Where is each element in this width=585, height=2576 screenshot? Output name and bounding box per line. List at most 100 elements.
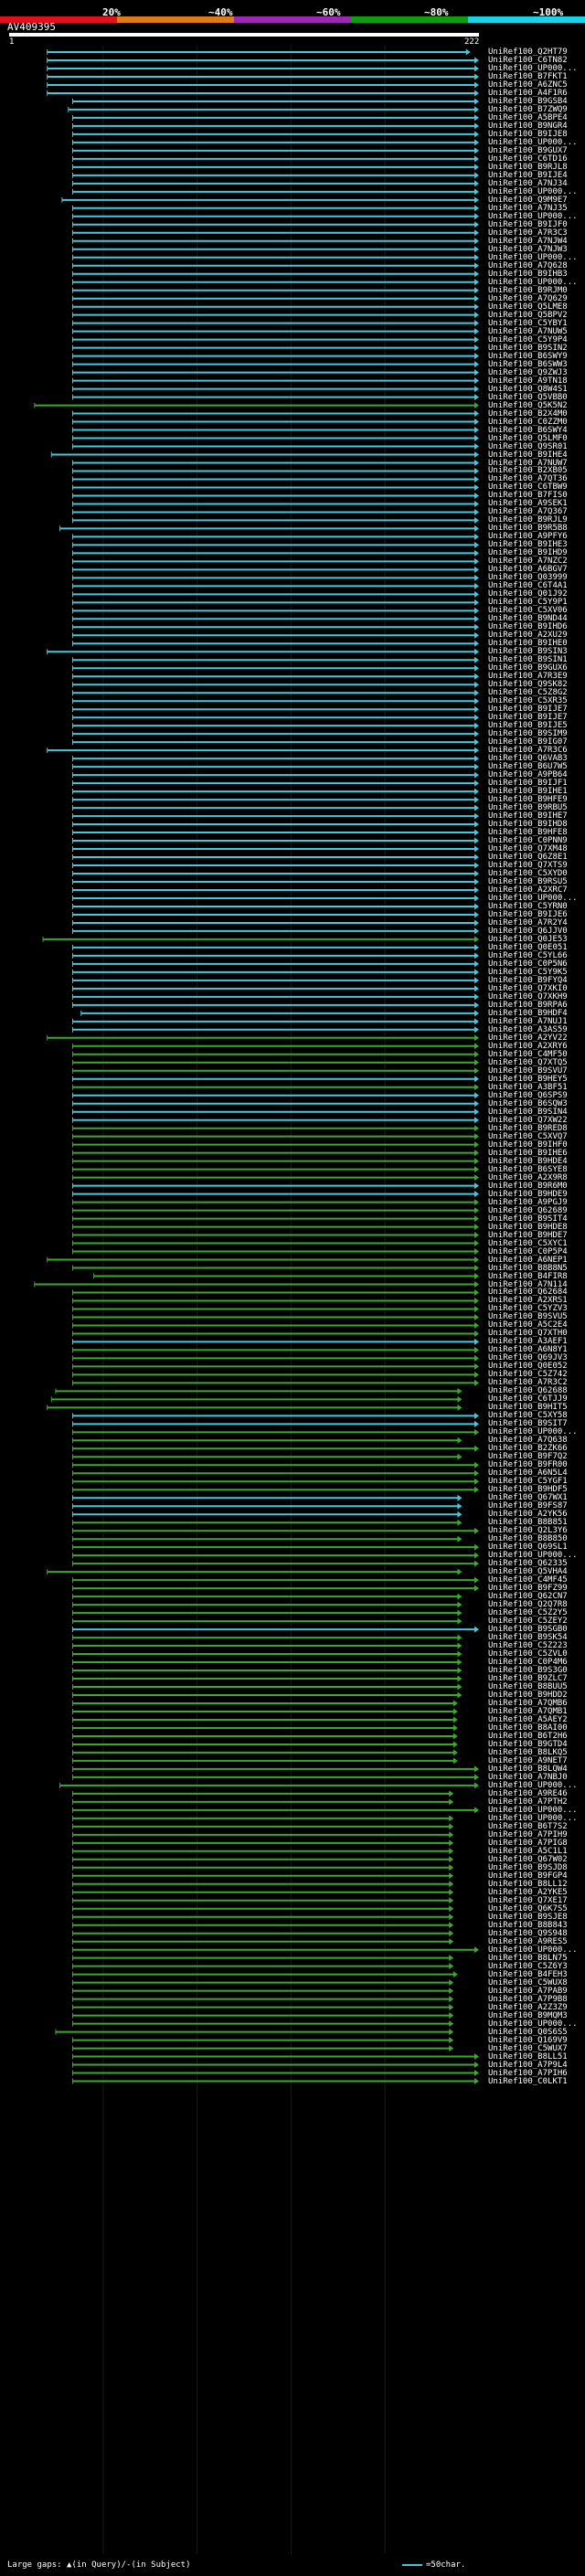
alignment-row[interactable]: [71, 1807, 479, 1814]
hit-label[interactable]: UniRef100_B8B8N5: [488, 1263, 568, 1273]
hit-label[interactable]: UniRef100_Q5K5N2: [488, 400, 568, 410]
hit-label[interactable]: UniRef100_C5XVQ7: [488, 1131, 568, 1141]
hit-label[interactable]: UniRef100_Q69JV3: [488, 1353, 568, 1363]
hit-label[interactable]: UniRef100_B9RJL8: [488, 162, 568, 172]
hit-label[interactable]: UniRef100_B9SVU5: [488, 1312, 568, 1322]
alignment-row[interactable]: [71, 139, 479, 146]
hit-label[interactable]: UniRef100_B9FR00: [488, 1460, 568, 1470]
hit-label[interactable]: UniRef100_UP000...: [488, 252, 578, 262]
hit-label[interactable]: UniRef100_Q7XKH9: [488, 991, 568, 1002]
alignment-row[interactable]: [71, 221, 479, 228]
alignment-row[interactable]: [71, 1117, 479, 1124]
alignment-row[interactable]: [71, 730, 479, 737]
hit-label[interactable]: UniRef100_B8LQW4: [488, 1764, 568, 1774]
hit-label[interactable]: UniRef100_UP000...: [488, 893, 578, 903]
alignment-row[interactable]: [71, 1199, 479, 1206]
hit-label[interactable]: UniRef100_B9S3G0: [488, 1666, 568, 1676]
alignment-row[interactable]: [71, 1313, 479, 1320]
alignment-row[interactable]: [71, 1330, 479, 1337]
hit-label[interactable]: UniRef100_B9FZ99: [488, 1584, 568, 1594]
hit-label[interactable]: UniRef100_B2XB05: [488, 466, 568, 476]
alignment-row[interactable]: [47, 90, 479, 97]
hit-label[interactable]: UniRef100_A7NUW5: [488, 326, 568, 336]
alignment-row[interactable]: [68, 106, 479, 113]
alignment-row[interactable]: [71, 977, 479, 984]
alignment-row[interactable]: [71, 427, 479, 434]
hit-label[interactable]: UniRef100_A7N114: [488, 1279, 568, 1289]
alignment-row[interactable]: [71, 1067, 479, 1075]
alignment-row[interactable]: [71, 656, 479, 663]
hit-label[interactable]: UniRef100_A7NJ35: [488, 203, 568, 213]
hit-label[interactable]: UniRef100_A2YKE5: [488, 1887, 568, 1897]
hit-label[interactable]: UniRef100_C0PNN9: [488, 836, 568, 846]
hit-label[interactable]: UniRef100_UP000...: [488, 211, 578, 221]
alignment-row[interactable]: [71, 1026, 479, 1034]
hit-label[interactable]: UniRef100_B9SVU7: [488, 1065, 568, 1076]
hit-label[interactable]: UniRef100_Q03999: [488, 573, 568, 583]
alignment-row[interactable]: [71, 1346, 479, 1353]
alignment-row[interactable]: [71, 919, 479, 927]
alignment-row[interactable]: [71, 1338, 479, 1345]
hit-label[interactable]: UniRef100_C5Y9P4: [488, 334, 568, 345]
hit-label[interactable]: UniRef100_C0LKT1: [488, 2076, 568, 2086]
alignment-row[interactable]: [71, 147, 479, 154]
alignment-row[interactable]: [71, 1913, 454, 1921]
alignment-row[interactable]: [50, 451, 479, 459]
hit-label[interactable]: UniRef100_A5C1L1: [488, 1846, 568, 1856]
hit-label[interactable]: UniRef100_Q2Q7R8: [488, 1600, 568, 1610]
hit-label[interactable]: UniRef100_B9RBU5: [488, 803, 568, 813]
alignment-row[interactable]: [71, 1708, 458, 1715]
alignment-row[interactable]: [71, 114, 479, 122]
hit-label[interactable]: UniRef100_Q0E052: [488, 1362, 568, 1372]
hit-label[interactable]: UniRef100_Q62688: [488, 1386, 568, 1396]
alignment-row[interactable]: [71, 2053, 479, 2061]
hit-label[interactable]: UniRef100_B9RSU5: [488, 876, 568, 886]
hit-label[interactable]: UniRef100_A7PIG8: [488, 1838, 568, 1848]
hit-label[interactable]: UniRef100_A7P9L4: [488, 2060, 568, 2070]
hit-label[interactable]: UniRef100_C0P5N6: [488, 959, 568, 969]
alignment-row[interactable]: [71, 1979, 454, 1987]
alignment-row[interactable]: [71, 180, 479, 187]
hit-label[interactable]: UniRef100_B9IJE7: [488, 713, 568, 723]
hit-label[interactable]: UniRef100_B8AI00: [488, 1723, 568, 1733]
hit-label[interactable]: UniRef100_B9FYQ4: [488, 975, 568, 985]
hit-label[interactable]: UniRef100_B9HFE9: [488, 795, 568, 805]
hit-label[interactable]: UniRef100_C5Y9P1: [488, 598, 568, 608]
alignment-row[interactable]: [71, 1634, 463, 1641]
hit-label[interactable]: UniRef100_C0P4M6: [488, 1658, 568, 1668]
alignment-row[interactable]: [71, 928, 479, 935]
alignment-row[interactable]: [71, 969, 479, 976]
hit-label[interactable]: UniRef100_A7NJ34: [488, 178, 568, 188]
hit-label[interactable]: UniRef100_B9SJE8: [488, 1912, 568, 1922]
alignment-row[interactable]: [71, 377, 479, 385]
hit-label[interactable]: UniRef100_B9SIT7: [488, 1419, 568, 1429]
alignment-row[interactable]: [71, 1593, 463, 1600]
hit-label[interactable]: UniRef100_B9IJE5: [488, 721, 568, 731]
hit-label[interactable]: UniRef100_Q0S6S5: [488, 2027, 568, 2037]
alignment-row[interactable]: [71, 1182, 479, 1190]
hit-label[interactable]: UniRef100_B8LKQ5: [488, 1747, 568, 1757]
hit-label[interactable]: UniRef100_Q5VHA4: [488, 1567, 568, 1577]
hit-label[interactable]: UniRef100_B9SJD8: [488, 1862, 568, 1872]
alignment-row[interactable]: [71, 1158, 479, 1165]
hit-label[interactable]: UniRef100_B2ZK66: [488, 1444, 568, 1454]
alignment-row[interactable]: [47, 65, 479, 72]
hit-label[interactable]: UniRef100_UP000...: [488, 186, 578, 196]
alignment-row[interactable]: [71, 336, 479, 344]
hit-label[interactable]: UniRef100_A4F1R6: [488, 88, 568, 98]
alignment-row[interactable]: [71, 1174, 479, 1182]
alignment-row[interactable]: [71, 985, 479, 992]
hit-label[interactable]: UniRef100_A2YK56: [488, 1510, 568, 1520]
alignment-row[interactable]: [71, 557, 479, 565]
hit-label[interactable]: UniRef100_B9IHE4: [488, 450, 568, 460]
hit-label[interactable]: UniRef100_UP000...: [488, 1813, 578, 1823]
hit-label[interactable]: UniRef100_A3AS59: [488, 1024, 568, 1034]
hit-label[interactable]: UniRef100_B8BUU5: [488, 1682, 568, 1691]
alignment-row[interactable]: [47, 57, 479, 64]
alignment-row[interactable]: [71, 460, 479, 466]
alignment-row[interactable]: [71, 1823, 454, 1830]
hit-label[interactable]: UniRef100_A7PIH9: [488, 1829, 568, 1839]
hit-label[interactable]: UniRef100_Q6JJV0: [488, 926, 568, 936]
alignment-row[interactable]: [71, 2070, 479, 2077]
hit-label[interactable]: UniRef100_C5YZV3: [488, 1304, 568, 1314]
